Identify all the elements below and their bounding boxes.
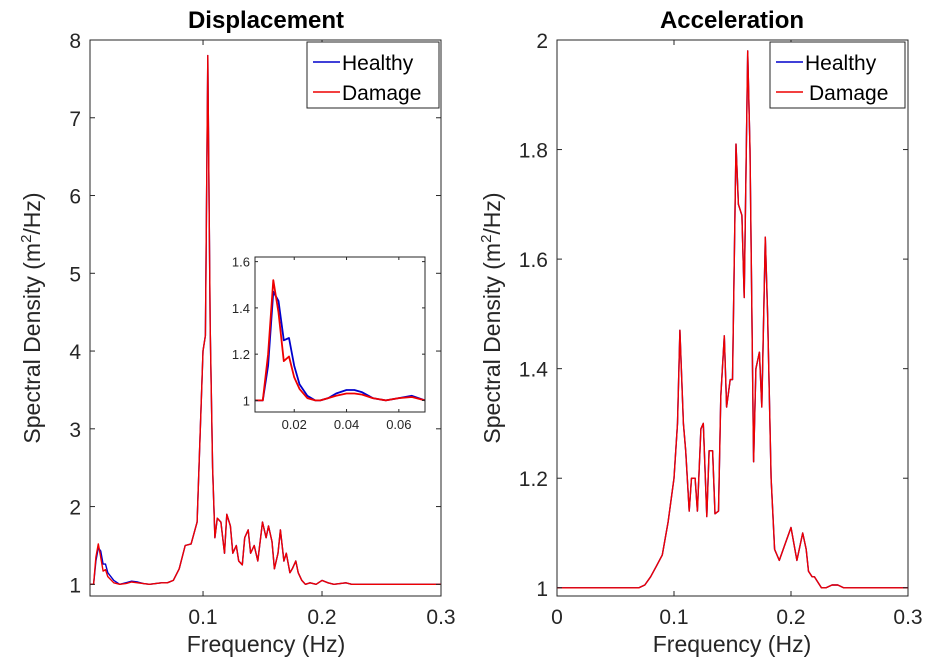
ticks-layer: 0.1 0.2 0.3 1 2 3 4 5 6 7 8 <box>69 30 455 629</box>
series-layer <box>557 50 908 589</box>
y-tick-label: 2 <box>69 497 81 520</box>
y-axis-label-superscript: 2 <box>478 235 495 243</box>
series-line-healthy <box>557 50 908 589</box>
plot-frame <box>556 39 909 597</box>
y-axis-label-superscript: 2 <box>18 235 35 243</box>
y-axis-label-main: Spectral Density (m <box>19 243 45 444</box>
series-layer <box>90 54 441 585</box>
y-tick-label: 1.6 <box>519 249 548 272</box>
inset-series-layer <box>255 279 426 402</box>
acceleration-chart: Acceleration 0 0.1 0.2 0.3 1 1.2 1.4 1.6 1.8 2 Fr… <box>478 7 923 657</box>
legend-box <box>769 41 906 109</box>
y-tick-label: 7 <box>69 108 81 131</box>
y-axis-label: Spectral Density (m2/Hz) <box>478 192 505 443</box>
displacement-chart: Displacement 0.1 0.2 0.3 1 2 3 4 5 6 7 8 Frequency… <box>18 7 456 657</box>
inset-x-tick-label: 0.06 <box>386 417 411 432</box>
inset-y-tick-label: 1.2 <box>232 347 250 362</box>
x-tick-label: 0 <box>551 606 563 629</box>
legend: Healthy Damage <box>769 41 906 109</box>
series-line-damage <box>90 54 441 585</box>
x-tick-label: 0.3 <box>426 606 455 629</box>
inset-x-tick-label: 0.04 <box>334 417 359 432</box>
inset-y-tick-label: 1 <box>243 393 250 408</box>
legend-label-damage: Damage <box>342 82 421 105</box>
y-tick-label: 3 <box>69 419 81 442</box>
y-tick-label: 1.2 <box>519 468 548 491</box>
inset-ticks-layer: 0.02 0.04 0.06 1 1.2 1.4 1.6 <box>232 255 425 432</box>
y-tick-label: 1.4 <box>519 359 549 382</box>
x-tick-label: 0.3 <box>893 606 922 629</box>
y-tick-label: 8 <box>69 30 81 53</box>
legend-label-healthy: Healthy <box>342 52 414 75</box>
inset-y-tick-label: 1.4 <box>232 301 250 316</box>
x-axis-label: Frequency (Hz) <box>187 631 345 657</box>
chart-title: Acceleration <box>660 7 804 34</box>
y-tick-label: 5 <box>69 263 81 286</box>
y-tick-label: 1.8 <box>519 140 548 163</box>
inset-series-line-damage <box>255 279 426 402</box>
series-line-damage <box>557 50 908 589</box>
x-tick-label: 0.1 <box>659 606 688 629</box>
legend: Healthy Damage <box>306 41 440 109</box>
inset-x-tick-label: 0.02 <box>282 417 307 432</box>
y-axis-label: Spectral Density (m2/Hz) <box>18 192 45 443</box>
inset-frame <box>254 256 426 413</box>
inset-y-tick-label: 1.6 <box>232 255 250 270</box>
inset-chart: 0.02 0.04 0.06 1 1.2 1.4 1.6 <box>232 255 426 432</box>
legend-label-damage: Damage <box>809 82 888 105</box>
x-axis-label: Frequency (Hz) <box>653 631 811 657</box>
chart-title: Displacement <box>188 7 344 34</box>
y-tick-label: 6 <box>69 186 81 209</box>
y-axis-label-main: Spectral Density (m <box>479 243 505 444</box>
x-tick-label: 0.1 <box>188 606 217 629</box>
ticks-layer: 0 0.1 0.2 0.3 1 1.2 1.4 1.6 1.8 2 <box>519 30 923 629</box>
x-tick-label: 0.2 <box>776 606 805 629</box>
y-axis-label-unit: /Hz) <box>19 192 45 234</box>
plot-frame <box>89 39 442 597</box>
y-tick-label: 4 <box>69 341 81 364</box>
y-tick-label: 2 <box>536 30 548 53</box>
legend-label-healthy: Healthy <box>805 52 877 75</box>
y-axis-label-unit: /Hz) <box>479 192 505 234</box>
legend-box <box>306 41 440 109</box>
y-tick-label: 1 <box>536 578 548 601</box>
y-tick-label: 1 <box>69 574 81 597</box>
x-tick-label: 0.2 <box>307 606 336 629</box>
